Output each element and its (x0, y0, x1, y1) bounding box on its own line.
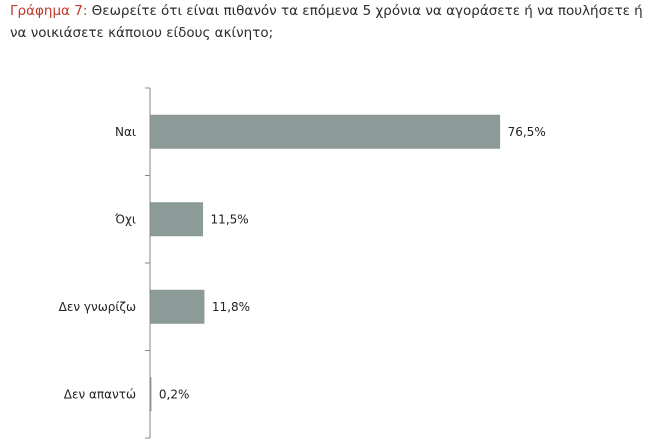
chart-caption: Γράφημα 7: Θεωρείτε ότι είναι πιθανόν τα… (10, 0, 660, 44)
category-label: Δεν γνωρίζω (59, 300, 136, 314)
value-label: 76,5% (508, 125, 546, 139)
value-label: 11,5% (211, 212, 249, 226)
category-label: Όχι (114, 212, 136, 226)
value-label: 0,2% (159, 387, 190, 401)
category-label: Δεν απαντώ (64, 387, 136, 401)
chart-caption-text: Θεωρείτε ότι είναι πιθανόν τα επόμενα 5 … (10, 3, 643, 41)
chart-caption-label: Γράφημα 7: (10, 3, 88, 19)
bar-3 (150, 289, 205, 324)
bar-4 (150, 377, 152, 412)
value-label: 11,8% (212, 300, 250, 314)
bar-2 (150, 202, 204, 237)
category-label: Ναι (115, 125, 136, 139)
bar-1 (150, 114, 501, 149)
